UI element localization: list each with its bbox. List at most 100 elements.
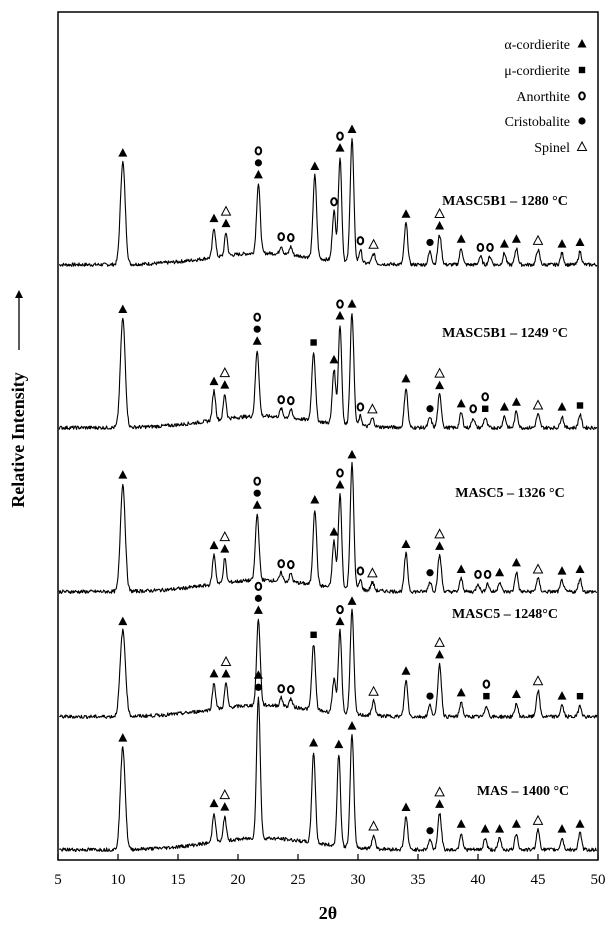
anorthite-marker (287, 685, 295, 695)
x-tick-label: 20 (231, 872, 246, 888)
mu-cordierite-marker (482, 405, 489, 412)
alpha-cordierite-marker (456, 564, 466, 573)
anorthite-marker (336, 468, 344, 478)
legend-entry-label: Cristobalite (505, 115, 570, 130)
x-tick-label: 40 (471, 872, 486, 888)
x-tick-label: 35 (411, 872, 426, 888)
anorthite-marker (287, 396, 295, 406)
alpha-cordierite-marker (209, 540, 219, 550)
alpha-cordierite-marker (557, 691, 567, 700)
alpha-cordierite-marker (252, 336, 262, 345)
anorthite-marker (287, 233, 295, 243)
xrd-trace (58, 461, 597, 595)
alpha-cordierite-marker (456, 398, 466, 408)
alpha-cordierite-marker (209, 668, 219, 678)
cristobalite-marker (578, 117, 586, 125)
alpha-cordierite-marker (329, 354, 339, 364)
alpha-cordierite-marker (557, 566, 567, 575)
alpha-cordierite-marker (309, 738, 319, 747)
alpha-cordierite-marker (329, 527, 339, 536)
spinel-marker (434, 636, 445, 647)
mu-cordierite-marker (576, 692, 584, 700)
alpha-cordierite-marker (335, 311, 345, 320)
spinel-marker (434, 786, 445, 797)
alpha-cordierite-marker (456, 234, 466, 243)
anorthite-marker (277, 559, 286, 569)
anorthite-marker (476, 242, 485, 253)
mu-cordierite-marker (576, 402, 584, 409)
trace-label: MASC5 – 1326 °C (455, 486, 564, 501)
alpha-cordierite-marker (511, 397, 521, 406)
anorthite-marker (336, 131, 344, 141)
anorthite-marker (483, 569, 492, 580)
alpha-cordierite-marker (495, 567, 505, 577)
alpha-cordierite-marker (575, 819, 585, 828)
anorthite-marker (469, 404, 478, 414)
alpha-cordierite-marker (118, 304, 128, 314)
alpha-cordierite-marker (335, 143, 345, 152)
spinel-marker (434, 207, 445, 218)
alpha-cordierite-marker (118, 616, 128, 626)
alpha-cordierite-marker (310, 495, 320, 504)
x-tick-label: 5 (54, 872, 62, 888)
x-tick-label: 25 (291, 872, 306, 888)
legend-entry-label: Spinel (534, 141, 570, 156)
alpha-cordierite-marker (334, 739, 344, 749)
alpha-cordierite-marker (347, 721, 357, 730)
alpha-cordierite-marker (499, 402, 509, 411)
anorthite-marker (254, 146, 263, 156)
phase-markers-layer (118, 124, 585, 835)
alpha-cordierite-marker (209, 376, 219, 386)
alpha-cordierite-marker (511, 689, 521, 698)
alpha-cordierite-marker (252, 500, 262, 509)
spinel-marker (434, 528, 445, 539)
alpha-cordierite-marker (575, 564, 585, 573)
x-tick-label: 50 (591, 872, 606, 888)
anorthite-marker (336, 299, 344, 309)
alpha-cordierite-marker (347, 299, 357, 308)
alpha-cordierite-marker (401, 539, 411, 549)
spinel-marker (532, 563, 544, 574)
alpha-cordierite-marker (401, 209, 411, 218)
spinel-marker (532, 234, 544, 245)
alpha-cordierite-marker (401, 666, 411, 675)
legend-entry-label: Anorthite (516, 90, 570, 105)
mu-cordierite-marker (483, 692, 490, 700)
alpha-cordierite-marker (577, 39, 587, 48)
plot-frame (57, 11, 599, 861)
xrd-trace (58, 313, 598, 431)
alpha-cordierite-marker (557, 824, 567, 833)
alpha-cordierite-marker (209, 213, 219, 223)
anorthite-marker (336, 604, 344, 615)
alpha-cordierite-marker (401, 373, 411, 383)
x-tick-label: 30 (351, 872, 366, 888)
cristobalite-marker (426, 692, 434, 700)
alpha-cordierite-marker (435, 220, 445, 230)
anorthite-marker (356, 236, 365, 246)
alpha-cordierite-marker (335, 479, 345, 489)
cristobalite-marker (253, 489, 261, 497)
anorthite-marker (277, 684, 286, 694)
spinel-marker (367, 403, 378, 414)
spinel-marker (368, 238, 379, 249)
trace-label: MAS – 1400 °C (477, 784, 569, 799)
anorthite-marker (486, 242, 494, 253)
mu-cordierite-marker (310, 631, 317, 638)
xrd-trace (59, 137, 598, 268)
spinel-marker (434, 367, 445, 378)
alpha-cordierite-marker (435, 649, 445, 659)
alpha-cordierite-marker (347, 449, 357, 459)
alpha-cordierite-marker (480, 824, 490, 833)
legend-entry-label: μ-cordierite (504, 64, 570, 79)
alpha-cordierite-marker (401, 802, 411, 811)
alpha-cordierite-marker (347, 596, 357, 605)
x-tick-label: 45 (531, 872, 546, 888)
alpha-cordierite-marker (499, 239, 509, 248)
anorthite-marker (474, 569, 482, 580)
cristobalite-marker (254, 594, 262, 602)
spinel-marker (220, 205, 232, 216)
anorthite-marker (482, 679, 491, 689)
alpha-cordierite-marker (435, 799, 445, 808)
alpha-cordierite-marker (253, 605, 263, 614)
x-axis: 5 10 15 20 25 30 35 40 45 50 (54, 854, 606, 888)
